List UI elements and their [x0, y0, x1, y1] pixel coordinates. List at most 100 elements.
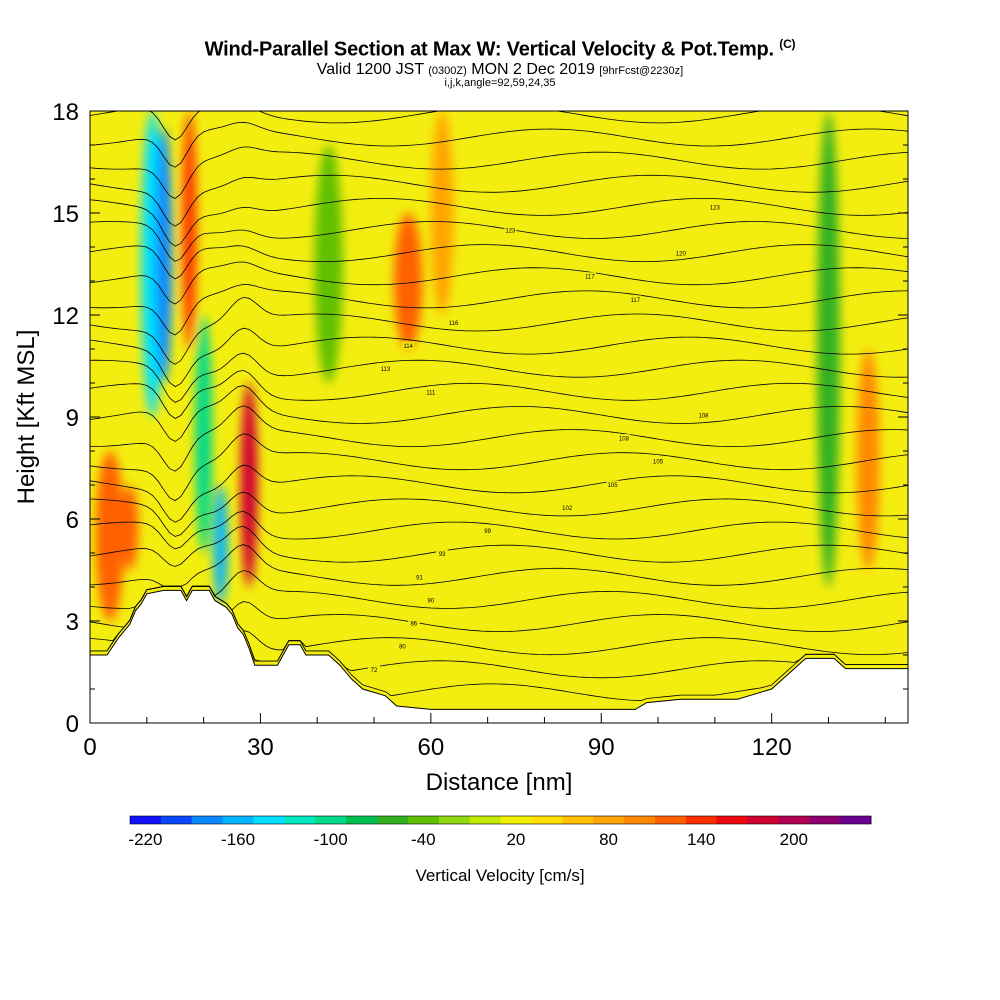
colorbar-swatch: [346, 816, 378, 824]
theta-contour-label: 90: [427, 598, 434, 604]
theta-contour-label: 111: [426, 390, 436, 396]
theta-contour-line: [90, 146, 908, 199]
theta-label-bg: [368, 665, 381, 674]
colorbar-swatch: [624, 816, 656, 824]
colorbar-tick-label: -40: [411, 830, 436, 849]
colorbar-swatch: [593, 816, 625, 824]
colorbar-swatch: [654, 816, 687, 824]
theta-contour-line: [90, 385, 908, 442]
theta-contour-line: [90, 510, 908, 550]
theta-label-bg: [481, 526, 494, 535]
theta-label-bg: [504, 226, 517, 234]
theta-label-bg: [629, 295, 642, 304]
theta-contour-line: [90, 221, 908, 262]
velocity-band: [393, 213, 423, 349]
colorbar: -220 -160 -100 -40 20 80 140 200: [128, 815, 872, 849]
theta-contour-label: 91: [416, 575, 423, 581]
theta-contour-line: [90, 544, 908, 587]
y-tick-label: 3: [66, 609, 79, 636]
colorbar-swatch: [438, 816, 471, 824]
y-tick-label: 0: [66, 711, 79, 738]
theta-contour-label: 108: [619, 437, 630, 443]
theta-contour-label: 86: [410, 622, 417, 628]
colorbar-swatch: [500, 816, 532, 824]
axis-ticks: 0 30 60 90 120 0 3 6 9 12 15 18: [52, 99, 908, 761]
colorbar-swatch: [840, 816, 872, 824]
theta-contours: 72 80 86 90 91 93 99 102 105 105 108 108 111 113 114 11…: [90, 111, 908, 702]
theta-label-bg: [697, 410, 710, 419]
theta-contour-line: [90, 327, 908, 388]
chart-grid-indices: i,j,k,angle=92,59,24,35: [444, 77, 556, 89]
colorbar-swatch: [407, 816, 440, 824]
theta-contour-line: [90, 198, 908, 247]
y-axis-label: Height [Kft MSL]: [13, 330, 40, 505]
velocity-band: [817, 111, 840, 587]
theta-contour-line: [90, 284, 908, 336]
velocity-band: [121, 485, 139, 570]
velocity-band: [155, 128, 173, 383]
x-axis-label: Distance [nm]: [426, 769, 573, 796]
theta-label-bg: [424, 595, 437, 604]
colorbar-swatch: [253, 816, 285, 824]
colorbar-swatch: [130, 816, 162, 824]
colorbar-swatch: [716, 816, 748, 824]
x-tick-label: 90: [588, 734, 615, 761]
theta-contour-label: 99: [484, 529, 491, 535]
colorbar-swatch: [747, 816, 779, 824]
theta-contour-line: [90, 491, 908, 537]
theta-label-bg: [617, 434, 630, 443]
chart-title: Wind-Parallel Section at Max W: Vertical…: [204, 37, 796, 61]
theta-contour-label: 102: [562, 506, 573, 512]
theta-contour-label: 120: [676, 252, 687, 258]
theta-label-bg: [413, 572, 426, 581]
chart-subtitle: Valid 1200 JST (0300Z) MON 2 Dec 2019 [9…: [316, 61, 684, 78]
theta-label-bg: [674, 249, 687, 258]
colorbar-swatch: [191, 816, 224, 824]
theta-contour-line: [90, 525, 908, 567]
theta-contour-line: [90, 261, 908, 305]
velocity-field: [95, 111, 880, 621]
colorbar-tick-label: 20: [506, 830, 525, 849]
theta-label-bg: [407, 619, 420, 628]
theta-label-bg: [396, 642, 409, 651]
colorbar-swatch: [685, 816, 718, 824]
theta-contour-line: [90, 121, 908, 168]
x-tick-label: 0: [83, 734, 96, 761]
colorbar-swatch: [160, 816, 193, 824]
theta-label-bg: [402, 341, 415, 350]
colorbar-swatch: [377, 816, 409, 824]
colorbar-tick-label: 80: [599, 830, 618, 849]
x-tick-label: 60: [417, 734, 444, 761]
theta-contour-label: 113: [381, 367, 391, 373]
colorbar-swatch: [778, 816, 810, 824]
plot-area: 72 80 86 90 91 93 99 102 105 105 108 108 111 113 114 11…: [90, 111, 908, 723]
theta-label-bg: [561, 503, 574, 512]
colorbar-frame: [129, 815, 872, 825]
theta-label-bg: [583, 272, 596, 281]
velocity-band: [195, 315, 213, 553]
colorbar-tick-label: -160: [221, 830, 255, 849]
colorbar-tick-label: 200: [780, 830, 808, 849]
colorbar-swatch: [562, 816, 594, 824]
theta-contour-label: 105: [608, 483, 619, 489]
colorbar-tick-label: -220: [128, 830, 162, 849]
theta-contour-line: [90, 405, 908, 472]
terrain: [90, 589, 908, 723]
colorbar-swatch: [315, 816, 347, 824]
y-tick-label: 6: [66, 507, 79, 534]
theta-contour-line: [90, 585, 908, 632]
y-tick-label: 9: [66, 405, 79, 432]
colorbar-swatch: [284, 816, 316, 824]
x-tick-label: 30: [247, 734, 274, 761]
theta-contour-line: [90, 352, 908, 403]
x-tick-label: 120: [752, 734, 792, 761]
colorbar-label: Vertical Velocity [cm/s]: [415, 866, 584, 885]
theta-label-bg: [708, 202, 721, 211]
theta-contour-label: 105: [653, 460, 664, 466]
theta-contour-label: 117: [585, 275, 595, 281]
theta-label-bg: [379, 364, 392, 373]
theta-contour-line: [90, 244, 908, 280]
theta-contour-label: 72: [371, 668, 378, 674]
theta-contour-line: [90, 433, 908, 502]
